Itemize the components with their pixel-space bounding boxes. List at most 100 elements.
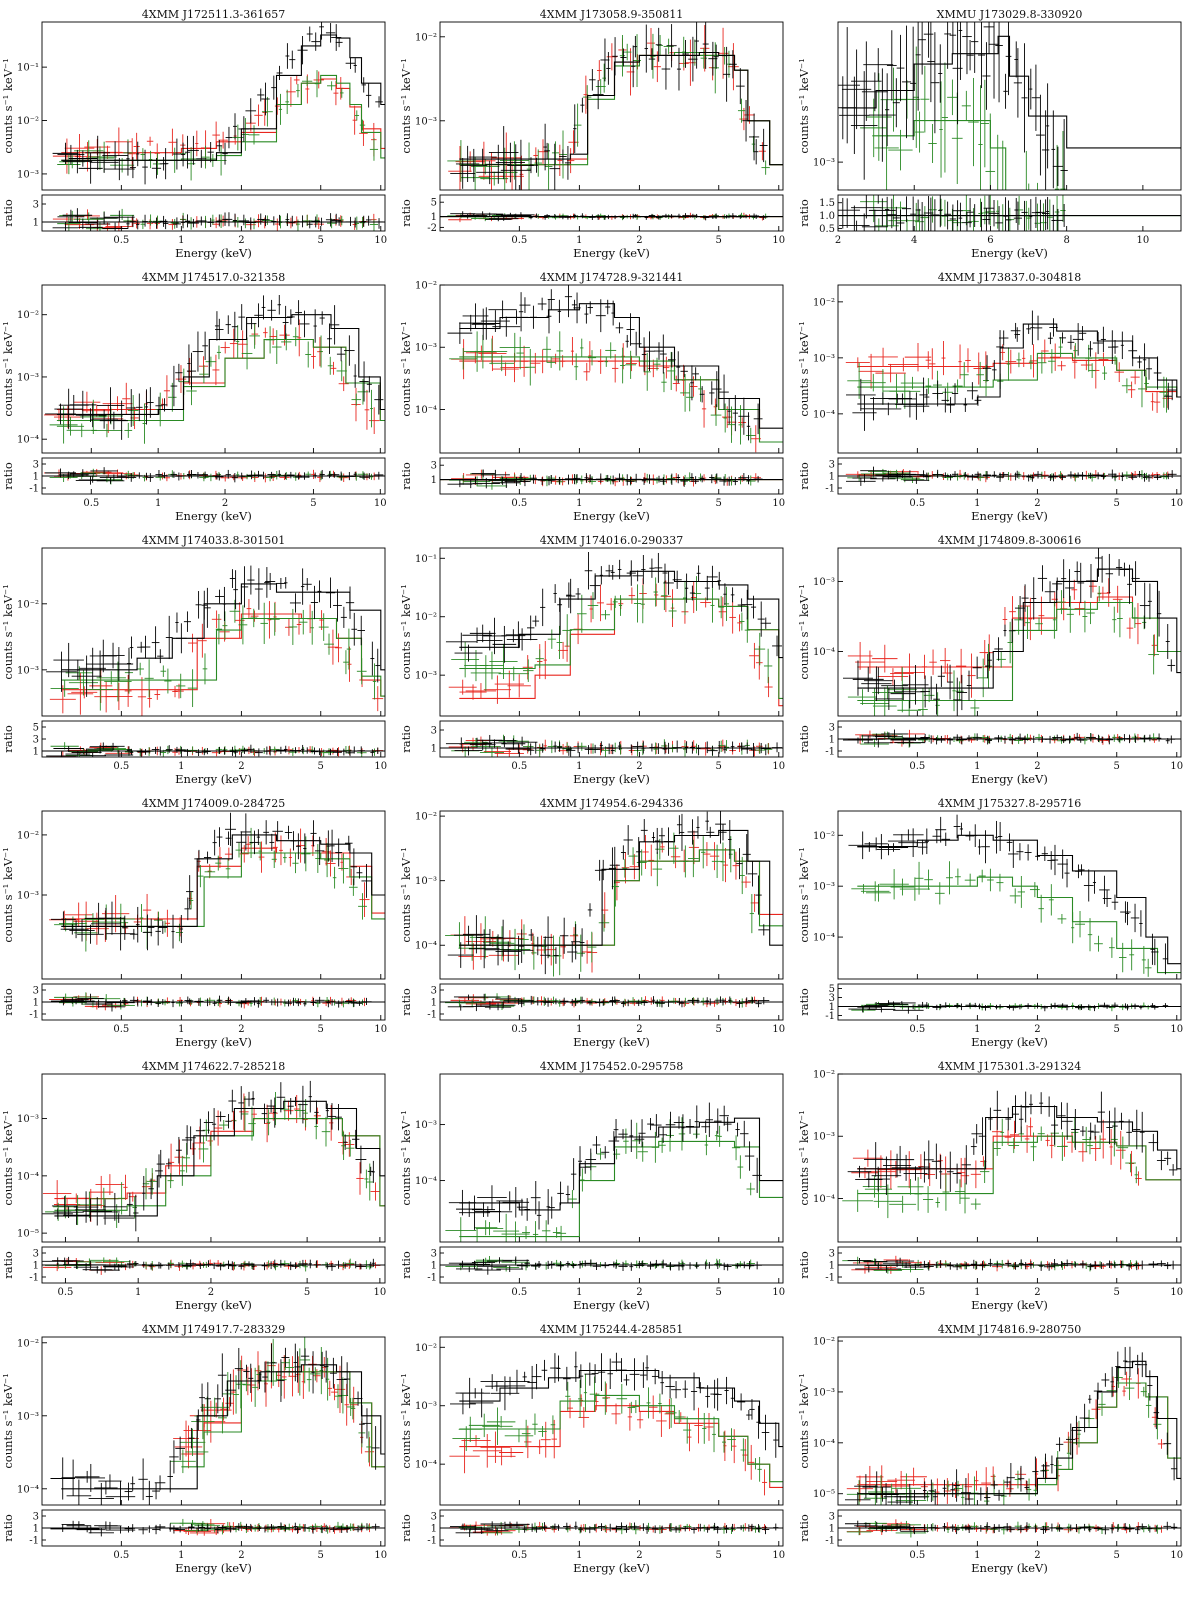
ratio-tick-label: 3	[431, 461, 437, 472]
x-tick-label: 10	[772, 761, 785, 772]
ratio-axis-label: ratio	[399, 462, 413, 490]
panel-title: 4XMM J174728.9-321441	[540, 271, 683, 284]
x-tick-label: 1	[974, 761, 980, 772]
ratio-axis-label: ratio	[399, 199, 413, 227]
x-tick-label: 10	[1137, 235, 1150, 246]
x-tick-label: 10	[772, 235, 785, 246]
main-axes-frame	[837, 21, 1182, 191]
ratio-plot-area	[42, 992, 385, 1012]
main-axes-frame	[41, 810, 386, 980]
y-tick-label: 10⁻¹	[415, 554, 437, 565]
main-axes-frame	[41, 547, 386, 717]
ratio-tick-label: -2	[427, 223, 437, 234]
main-plot-area	[445, 811, 783, 977]
ratio-plot-area	[440, 734, 783, 757]
ratio-tick-label: 1	[431, 475, 437, 486]
ratio-axes-frame	[837, 194, 1182, 232]
model-line-pn	[61, 583, 385, 671]
y-tick-label: 10⁻³	[17, 372, 39, 383]
x-axis-label: Energy (keV)	[971, 246, 1048, 260]
y-tick-label: 10⁻³	[813, 158, 835, 169]
main-axes-frame	[41, 21, 386, 191]
x-axis-label: Energy (keV)	[573, 772, 650, 786]
model-line-pn	[56, 314, 385, 415]
y-tick-label: 10⁻³	[17, 891, 39, 902]
ratio-axes-frame	[439, 720, 784, 758]
x-tick-label: 1	[974, 498, 980, 509]
spectrum-panel: 4XMM J174517.0-32135810⁻⁴10⁻³10⁻²-1130.5…	[1, 271, 387, 523]
x-tick-label: 1	[576, 235, 582, 246]
model-line-pn	[857, 323, 1181, 405]
ratio-plot-area	[440, 993, 783, 1012]
x-axis-label: Energy (keV)	[971, 509, 1048, 523]
x-axis-label: Energy (keV)	[175, 1035, 252, 1049]
ratio-tick-label: 3	[431, 726, 437, 737]
x-tick-label: 5	[716, 235, 722, 246]
ratio-axis-label: ratio	[1, 462, 15, 490]
ratio-tick-label: 3	[829, 460, 835, 471]
ratio-axis-label: ratio	[1, 199, 15, 227]
x-tick-label: 6	[987, 235, 993, 246]
y-tick-label: 10⁻²	[17, 830, 39, 841]
model-line-mos1	[56, 338, 385, 422]
x-tick-label: 5	[716, 498, 722, 509]
x-tick-label: 10	[374, 761, 387, 772]
y-tick-label: 10⁻⁴	[813, 647, 835, 658]
x-tick-label: 2	[238, 235, 244, 246]
x-tick-label: 2	[835, 235, 841, 246]
x-tick-label: 5	[310, 498, 316, 509]
ratio-axis-label: ratio	[797, 462, 811, 490]
y-tick-label: 10⁻³	[813, 577, 835, 588]
ratio-axis-label: ratio	[797, 725, 811, 753]
main-plot-area	[845, 310, 1181, 431]
ratio-tick-label: -1	[29, 1010, 39, 1021]
ratio-plot-area	[838, 466, 1181, 486]
spectrum-panel: 4XMM J173837.0-30481810⁻⁴10⁻³10⁻²-1130.5…	[797, 271, 1183, 523]
y-tick-label: 10⁻¹	[17, 63, 39, 74]
model-line-mos1	[459, 849, 783, 946]
y-axis-label: counts s⁻¹ keV⁻¹	[399, 584, 413, 679]
ratio-tick-label: 1.0	[819, 211, 835, 222]
ratio-tick-label: 3	[33, 460, 39, 471]
panel-title: 4XMM J174009.0-284725	[142, 797, 285, 810]
x-axis-label: Energy (keV)	[573, 509, 650, 523]
y-tick-label: 10⁻³	[17, 169, 39, 180]
model-line-mos2	[459, 598, 783, 699]
x-tick-label: 1	[576, 498, 582, 509]
main-axes-frame	[439, 284, 784, 454]
x-tick-label: 2	[222, 498, 228, 509]
x-axis-label: Energy (keV)	[573, 246, 650, 260]
ratio-axes-frame	[41, 194, 386, 232]
x-axis-label: Energy (keV)	[175, 509, 252, 523]
ratio-tick-label: 5	[33, 723, 39, 734]
x-tick-label: 0.5	[511, 498, 527, 509]
ratio-tick-label: 3	[33, 986, 39, 997]
model-line-mos2	[872, 120, 1007, 190]
y-axis-label: counts s⁻¹ keV⁻¹	[1, 321, 15, 416]
x-axis-label: Energy (keV)	[971, 772, 1048, 786]
ratio-plot-area	[42, 467, 385, 485]
x-tick-label: 4	[911, 235, 917, 246]
main-plot-area	[46, 565, 385, 716]
model-line-pn	[857, 568, 1181, 689]
spectrum-panel: 4XMM J172511.3-361657 10⁻³ 10⁻² 10⁻¹ 1 3 0.5 1 2…	[1, 8, 387, 260]
ratio-tick-label: 3	[33, 200, 39, 211]
y-tick-label: 10⁻³	[415, 116, 437, 127]
ratio-axes-frame	[439, 457, 784, 495]
y-tick-label: 10⁻²	[415, 32, 437, 43]
ratio-tick-label: 3	[829, 723, 835, 734]
x-tick-label: 2	[636, 235, 642, 246]
y-tick-label: 10⁻²	[17, 599, 39, 610]
model-line-pn	[459, 829, 783, 946]
main-plot-area	[447, 22, 783, 190]
x-tick-label: 0.5	[909, 761, 925, 772]
x-tick-label: 5	[1114, 761, 1120, 772]
panel-title: 4XMM J173058.9-350811	[540, 8, 683, 21]
panel-title: 4XMM J172511.3-361657	[142, 8, 285, 21]
x-tick-label: 1	[178, 761, 184, 772]
ratio-tick-label: 3	[33, 735, 39, 746]
